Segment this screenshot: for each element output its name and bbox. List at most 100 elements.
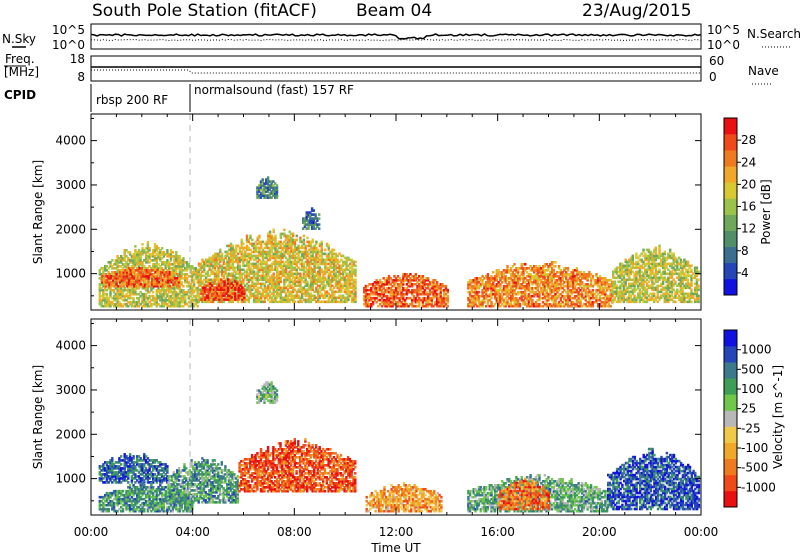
power-echo-cell <box>233 278 236 282</box>
power-echo-cell <box>297 260 300 264</box>
power-echo-cell <box>126 281 129 284</box>
power-echo-cell <box>345 290 348 294</box>
power-echo-cell <box>162 277 166 280</box>
power-echo-cell <box>212 294 216 297</box>
power-echo-cell <box>391 290 394 294</box>
power-echo-cell <box>263 194 266 197</box>
power-echo-cell <box>543 302 547 306</box>
power-echo-cell <box>549 273 552 276</box>
power-echo-cell <box>308 240 311 244</box>
power-echo-cell <box>524 294 527 298</box>
power-echo-cell <box>162 298 166 302</box>
power-echo-cell <box>258 246 261 250</box>
power-echo-cell <box>138 277 141 280</box>
power-echo-cell <box>243 290 246 293</box>
power-echo-cell <box>293 294 297 298</box>
power-echo-cell <box>175 271 178 274</box>
power-echo-cell <box>252 248 256 252</box>
power-echo-cell <box>563 281 566 284</box>
power-echo-cell <box>439 284 442 288</box>
power-echo-cell <box>265 246 268 250</box>
power-echo-cell <box>159 269 162 272</box>
power-echo-cell <box>501 281 504 284</box>
power-echo-cell <box>541 290 545 294</box>
power-echo-cell <box>258 254 261 258</box>
power-echo-cell <box>589 281 593 284</box>
power-echo-cell <box>511 281 514 284</box>
power-echo-cell <box>333 258 336 262</box>
power-echo-cell <box>136 292 139 296</box>
power-echo-cell <box>577 273 580 276</box>
power-echo-cell <box>563 284 566 288</box>
power-echo-cell <box>293 238 297 242</box>
power-echo-cell <box>518 304 522 308</box>
power-echo-cell <box>245 282 249 286</box>
power-echo-cell <box>192 279 196 282</box>
power-echo-cell <box>261 262 265 266</box>
power-echo-cell <box>515 275 518 278</box>
power-echo-cell <box>211 290 214 293</box>
power-echo-cell <box>178 261 182 264</box>
power-echo-cell <box>340 276 343 280</box>
power-echo-cell <box>543 269 547 272</box>
power-echo-cell <box>281 260 284 264</box>
power-echo-cell <box>441 300 444 304</box>
power-echo-cell <box>168 271 172 274</box>
power-echo-cell <box>116 255 119 258</box>
power-echo-cell <box>368 296 371 300</box>
power-echo-cell <box>584 296 587 300</box>
power-echo-cell <box>229 258 233 262</box>
power-echo-cell <box>325 290 329 294</box>
power-echo-cell <box>283 290 286 294</box>
power-echo-cell <box>299 258 302 262</box>
power-echo-cell <box>240 276 243 280</box>
power-echo-cell <box>579 294 582 298</box>
power-echo-cell <box>171 296 174 300</box>
power-echo-cell <box>180 298 183 302</box>
power-echo-cell <box>329 272 332 276</box>
power-echo-cell <box>261 248 265 252</box>
power-echo-cell <box>318 284 322 288</box>
power-echo-cell <box>134 304 137 308</box>
power-echo-cell <box>283 280 286 284</box>
power-echo-cell <box>540 271 543 274</box>
power-echo-cell <box>310 213 314 216</box>
power-echo-cell <box>205 296 208 299</box>
power-echo-cell <box>490 284 493 288</box>
power-echo-cell <box>263 250 266 254</box>
power-echo-cell <box>196 286 199 290</box>
freq-tick-top: 18 <box>70 52 85 66</box>
power-echo-cell <box>129 281 132 284</box>
power-echo-cell <box>290 274 293 278</box>
power-echo-cell <box>400 294 403 298</box>
power-echo-cell <box>272 228 275 232</box>
power-echo-cell <box>502 298 506 302</box>
power-echo-cell <box>370 302 373 306</box>
power-echo-cell <box>138 279 141 282</box>
power-echo-cell <box>573 286 577 290</box>
power-echo-cell <box>137 298 141 302</box>
power-echo-cell <box>180 271 183 274</box>
power-echo-cell <box>191 288 194 292</box>
power-echo-cell <box>284 238 288 242</box>
power-echo-cell <box>215 270 218 274</box>
power-echo-cell <box>288 238 291 242</box>
power-echo-cell <box>256 278 259 282</box>
power-echo-cell <box>212 256 215 260</box>
power-echo-cell <box>247 266 250 270</box>
power-echo-cell <box>302 217 305 220</box>
power-echo-cell <box>215 252 218 256</box>
power-echo-cell <box>313 298 316 302</box>
power-echo-cell <box>324 262 327 266</box>
power-echo-cell <box>231 260 234 264</box>
power-echo-cell <box>306 292 309 296</box>
power-echo-cell <box>318 286 322 290</box>
power-echo-cell <box>224 268 227 272</box>
power-echo-cell <box>430 284 433 288</box>
power-echo-cell <box>347 274 350 278</box>
power-echo-cell <box>300 240 304 244</box>
power-echo-cell <box>525 286 529 290</box>
power-echo-cell <box>325 256 329 260</box>
power-echo-cell <box>224 266 227 270</box>
power-echo-cell <box>556 288 559 292</box>
